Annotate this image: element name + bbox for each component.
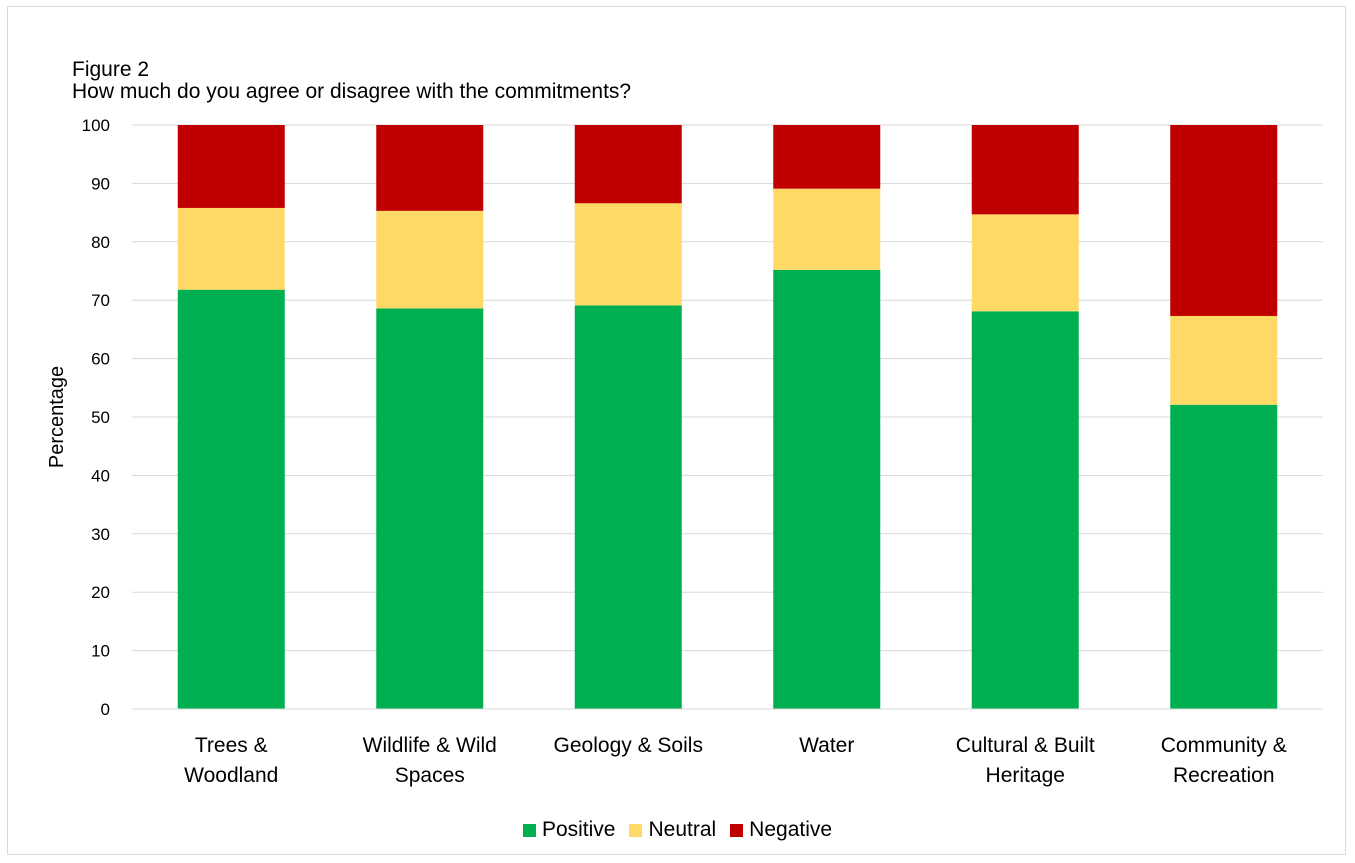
y-tick-label: 60 bbox=[91, 350, 110, 369]
y-axis-label: Percentage bbox=[46, 366, 68, 468]
bar-positive-4 bbox=[971, 311, 1079, 709]
legend-item-negative: Negative bbox=[730, 818, 832, 842]
legend-item-neutral: Neutral bbox=[629, 818, 716, 842]
y-tick-label: 20 bbox=[91, 583, 110, 602]
legend-label: Neutral bbox=[648, 818, 717, 841]
bar-positive-5 bbox=[1170, 404, 1278, 709]
legend-label: Negative bbox=[749, 818, 833, 841]
bar-negative-2 bbox=[574, 125, 682, 204]
y-tick-label: 80 bbox=[91, 233, 110, 252]
bar-neutral-0 bbox=[177, 207, 285, 290]
y-tick-label: 100 bbox=[82, 116, 110, 135]
x-tick-label: Spaces bbox=[395, 764, 465, 787]
y-tick-label: 70 bbox=[91, 291, 110, 310]
bar-negative-1 bbox=[376, 125, 484, 211]
bar-negative-3 bbox=[773, 125, 881, 189]
bar-positive-3 bbox=[773, 269, 881, 709]
bar-neutral-3 bbox=[773, 188, 881, 270]
bar-positive-1 bbox=[376, 308, 484, 709]
bar-neutral-4 bbox=[971, 214, 1079, 312]
x-tick-label: Cultural & Built bbox=[956, 734, 1095, 757]
bar-positive-0 bbox=[177, 289, 285, 709]
legend-item-positive: Positive bbox=[522, 818, 616, 842]
y-tick-label: 10 bbox=[91, 642, 110, 661]
y-tick-label: 0 bbox=[101, 700, 110, 719]
x-tick-label: Community & bbox=[1161, 734, 1287, 757]
bar-neutral-1 bbox=[376, 210, 484, 309]
bar-negative-4 bbox=[971, 125, 1079, 215]
chart-title: How much do you agree or disagree with t… bbox=[72, 80, 632, 103]
x-tick-label: Recreation bbox=[1173, 764, 1275, 787]
bar-negative-5 bbox=[1170, 125, 1278, 316]
bar-negative-0 bbox=[177, 125, 285, 208]
x-tick-label: Heritage bbox=[986, 764, 1065, 787]
x-tick-label: Water bbox=[799, 734, 854, 757]
y-tick-label: 30 bbox=[91, 525, 110, 544]
legend-swatch bbox=[629, 823, 643, 837]
bar-neutral-2 bbox=[574, 203, 682, 306]
chart-legend: Positive Neutral Negative bbox=[0, 818, 1355, 842]
y-tick-label: 40 bbox=[91, 466, 110, 485]
x-tick-label: Wildlife & Wild bbox=[363, 734, 497, 757]
x-tick-label: Trees & bbox=[195, 734, 268, 757]
x-tick-label: Woodland bbox=[184, 764, 278, 787]
bar-positive-2 bbox=[574, 305, 682, 709]
y-tick-label: 50 bbox=[91, 408, 110, 427]
bar-neutral-5 bbox=[1170, 315, 1278, 405]
y-tick-label: 90 bbox=[91, 174, 110, 193]
legend-swatch bbox=[730, 823, 744, 837]
x-tick-label: Geology & Soils bbox=[554, 734, 703, 757]
legend-label: Positive bbox=[541, 818, 616, 841]
legend-swatch bbox=[522, 823, 536, 837]
figure-label: Figure 2 bbox=[72, 58, 150, 81]
